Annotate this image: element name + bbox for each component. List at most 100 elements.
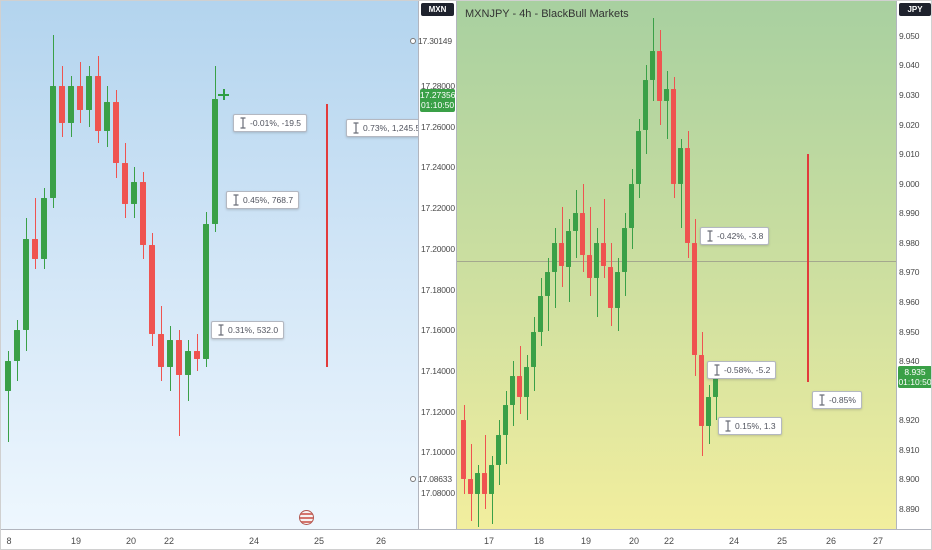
candle-wick [603, 198, 605, 279]
left-chart-panel: -0.01%, -19.5 0.45%, 768.7 0.31%, 532.0 0.7… [1, 1, 456, 549]
cross-marker-icon [218, 89, 229, 101]
time-tick-label: 8 [6, 536, 12, 546]
candle-up [552, 242, 557, 273]
price-range-icon [714, 364, 720, 376]
price-tick-label: 8.900 [899, 474, 920, 485]
measurement-label[interactable]: 0.15%, 1.3 [718, 417, 782, 435]
measurement-label[interactable]: 0.73%, 1,245.5 [346, 119, 418, 137]
measurement-label[interactable]: 0.45%, 768.7 [226, 191, 300, 209]
candle-up [86, 75, 92, 111]
price-tick-label: 9.040 [899, 60, 920, 71]
bar-countdown: 01:10:50 [898, 377, 932, 388]
price-range-icon [218, 324, 224, 336]
candle-down [685, 148, 690, 243]
candle-down [149, 244, 155, 335]
candle-up [14, 330, 20, 361]
candle-up [503, 405, 508, 435]
candle-up [566, 231, 571, 267]
candle-up [23, 238, 29, 331]
measurement-label[interactable]: -0.85% [812, 391, 862, 409]
price-tick-label: 17.14000 [421, 365, 455, 376]
chart-symbol-title: MXNJPY - 4h - BlackBull Markets [465, 8, 629, 20]
candle-down [113, 102, 119, 164]
measurement-label[interactable]: -0.42%, -3.8 [700, 227, 770, 245]
price-tick-label: 8.980 [899, 237, 920, 248]
candle-up [475, 473, 480, 495]
measurement-text: -0.85% [829, 395, 856, 405]
candle-wick [477, 464, 479, 527]
candle-wick [8, 350, 9, 443]
candle-up [212, 99, 218, 225]
time-tick-label: 19 [580, 536, 592, 546]
price-tick-label: 8.890 [899, 503, 920, 514]
candle-up [678, 148, 683, 184]
price-range-icon [240, 117, 246, 129]
price-tick-label: 8.910 [899, 444, 920, 455]
price-tick-label: 17.16000 [421, 325, 455, 336]
price-tick-label: 9.020 [899, 119, 920, 130]
left-time-axis[interactable]: 8 19 20 22 24 25 26 [1, 529, 456, 549]
candle-down [32, 238, 38, 259]
candle-up [664, 89, 669, 101]
horizontal-price-line[interactable] [457, 260, 896, 262]
candle-down [601, 242, 606, 267]
candle-down [699, 355, 704, 427]
candle-up [594, 242, 599, 279]
time-tick-label: 22 [663, 536, 675, 546]
price-range-line[interactable] [326, 104, 328, 367]
candle-up [203, 224, 209, 359]
candle-up [50, 86, 56, 198]
candle-down [77, 86, 83, 111]
time-tick-label: 27 [872, 536, 884, 546]
measurement-text: -0.58%, -5.2 [724, 365, 771, 375]
economic-event-icon[interactable] [299, 510, 314, 525]
current-price-label: 17.27356 01:10:50 [420, 89, 456, 112]
candle-up [167, 340, 173, 367]
price-tick-label: 17.24000 [421, 162, 455, 173]
left-chart-plot[interactable]: -0.01%, -19.5 0.45%, 768.7 0.31%, 532.0 0.7… [1, 1, 418, 529]
price-range-icon [819, 394, 825, 406]
candle-up [650, 50, 655, 81]
measurement-text: -0.42%, -3.8 [717, 231, 764, 241]
measurement-label[interactable]: -0.01%, -19.5 [233, 114, 308, 132]
candle-up [573, 213, 578, 231]
price-marker-label[interactable]: 17.08633 [410, 474, 456, 485]
price-range-line[interactable] [807, 154, 809, 382]
candle-down [122, 163, 128, 205]
price-tick-label: 17.08000 [421, 488, 455, 498]
alert-clock-icon [410, 476, 416, 483]
candle-down [176, 340, 182, 375]
price-tick-label: 9.010 [899, 149, 920, 160]
quote-currency-button[interactable]: MXN [421, 3, 454, 16]
alert-clock-icon [410, 38, 416, 45]
price-tick-label: 9.050 [899, 30, 920, 41]
candle-up [104, 102, 110, 131]
candle-down [587, 254, 592, 279]
time-tick-label: 19 [70, 536, 82, 546]
current-price-label: 8.935 01:10:50 [898, 365, 932, 389]
price-marker-label[interactable]: 17.30149 [410, 36, 456, 46]
candle-up [706, 396, 711, 427]
candle-up [185, 350, 191, 375]
marker-price: 17.08633 [418, 474, 452, 485]
time-tick-label: 25 [313, 536, 325, 546]
candle-up [489, 464, 494, 495]
time-tick-label: 24 [248, 536, 260, 546]
measurement-label[interactable]: -0.58%, -5.2 [707, 361, 777, 379]
measurement-label[interactable]: 0.31%, 532.0 [211, 321, 285, 339]
price-tick-label: 17.28000 [421, 81, 455, 91]
right-price-axis[interactable]: JPY 9.050 9.040 9.030 9.020 9.010 9.000 8.990 8… [896, 1, 932, 529]
candle-wick [179, 330, 180, 436]
measurement-text: 0.45%, 768.7 [243, 195, 294, 205]
price-range-icon [707, 230, 713, 242]
right-chart-plot[interactable]: MXNJPY - 4h - BlackBull Markets -0.42%, … [456, 1, 896, 529]
right-time-axis[interactable]: 17 18 19 20 22 24 25 26 27 [456, 529, 931, 549]
price-tick-label: 9.000 [899, 178, 920, 189]
current-price-value: 8.935 [904, 366, 926, 377]
left-price-axis[interactable]: MXN 17.28000 17.26000 17.24000 17.22000 17.2… [410, 1, 456, 529]
current-price-value: 17.27356 [420, 90, 456, 101]
quote-currency-button[interactable]: JPY [899, 3, 931, 16]
candle-down [482, 473, 487, 495]
measurement-text: 0.31%, 532.0 [228, 325, 279, 335]
